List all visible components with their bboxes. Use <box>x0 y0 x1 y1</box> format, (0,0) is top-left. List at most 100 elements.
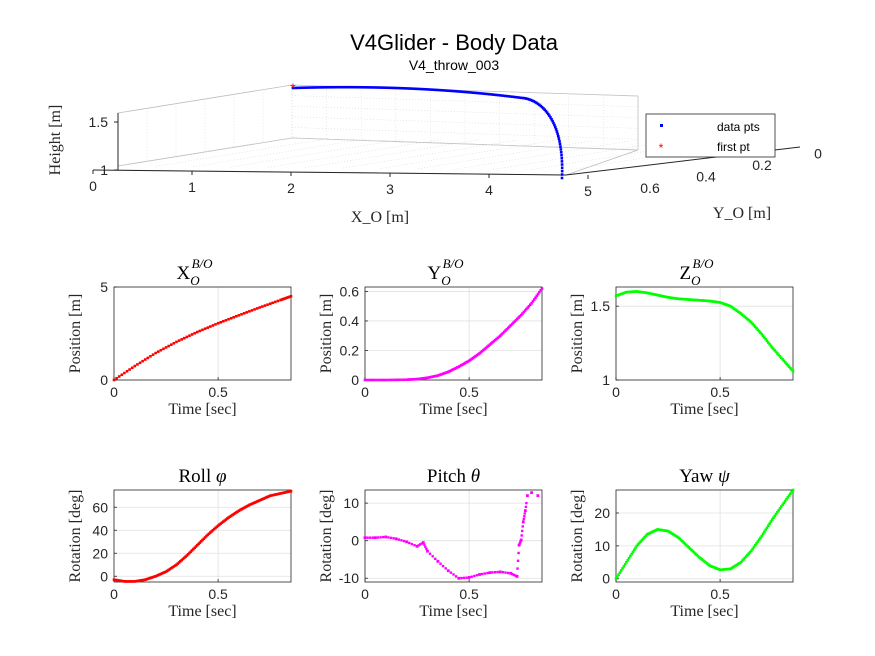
data-point <box>392 378 395 382</box>
y-tick-label: 0.2 <box>752 157 772 173</box>
grid-line <box>291 137 639 151</box>
data-point <box>664 295 667 299</box>
data-point <box>142 578 146 582</box>
data-point <box>779 356 783 360</box>
data-point <box>716 567 719 571</box>
data-point <box>458 90 461 93</box>
y-axis-label-3d: Y_O [m] <box>713 205 771 222</box>
data-point <box>159 572 163 576</box>
data-point <box>130 580 134 583</box>
data-point <box>471 91 475 94</box>
data-point <box>643 291 646 294</box>
data-point <box>400 378 403 382</box>
data-point <box>296 86 299 90</box>
data-point <box>274 300 277 304</box>
data-point <box>428 88 432 91</box>
data-point <box>138 361 142 365</box>
data-point <box>688 547 692 551</box>
data-point <box>454 575 458 578</box>
data-point <box>462 90 466 94</box>
data-point <box>556 132 559 136</box>
y-tick-label: 20 <box>594 505 610 521</box>
data-point <box>705 562 709 565</box>
data-point <box>673 296 676 300</box>
data-point <box>395 537 398 541</box>
y-axis-label: Rotation [deg] <box>569 490 586 583</box>
data-point <box>714 566 718 570</box>
data-point <box>268 494 272 498</box>
data-point <box>560 160 564 163</box>
data-point <box>255 307 259 310</box>
data-point <box>492 93 496 96</box>
data-point <box>499 94 502 97</box>
data-point <box>147 577 151 580</box>
data-point <box>559 151 563 154</box>
data-point <box>267 495 271 498</box>
data-point <box>205 534 208 538</box>
data-point <box>418 377 421 381</box>
data-point <box>625 290 628 294</box>
data-point <box>316 86 320 89</box>
data-point <box>341 85 345 89</box>
data-point <box>450 368 454 372</box>
data-point <box>211 324 215 327</box>
data-point <box>419 377 423 380</box>
data-point <box>392 537 395 540</box>
data-point <box>497 93 500 97</box>
data-point <box>682 297 685 301</box>
data-point <box>789 492 792 495</box>
data-point <box>774 512 778 516</box>
data-point <box>518 541 522 544</box>
data-point <box>742 558 745 561</box>
data-point <box>206 326 210 329</box>
data-point <box>405 540 408 544</box>
data-point <box>523 96 527 100</box>
figure-title: V4Glider - Body Data <box>350 30 559 55</box>
data-point <box>444 567 447 570</box>
data-point <box>415 377 419 381</box>
data-point <box>755 542 758 545</box>
y-axis-label: Position [m] <box>318 294 335 374</box>
data-point <box>687 546 691 549</box>
y-tick-label: 1.5 <box>591 298 611 314</box>
y-tick-label: 5 <box>100 279 108 295</box>
data-point <box>511 572 514 576</box>
data-point <box>690 298 693 302</box>
data-point <box>492 339 496 343</box>
data-point <box>491 571 494 574</box>
data-point <box>720 568 723 572</box>
data-point <box>457 365 461 369</box>
data-point <box>307 86 311 89</box>
data-point <box>222 319 225 323</box>
data-point <box>642 537 645 540</box>
data-point <box>172 565 176 568</box>
data-point <box>458 364 462 368</box>
data-point <box>729 304 732 308</box>
data-point <box>279 298 282 302</box>
data-point <box>526 306 529 309</box>
data-point <box>518 542 521 546</box>
axes-box <box>364 489 543 583</box>
z-axis-label-3d: Height [m] <box>47 105 64 176</box>
data-point <box>559 145 562 148</box>
data-point <box>401 86 404 90</box>
data-point <box>409 378 412 381</box>
data-point <box>158 573 161 576</box>
subplot-1: 0 0.5 0 5 Time [sec] Position [m] XOB/O <box>67 256 293 418</box>
data-point <box>669 531 672 535</box>
data-point <box>777 353 780 357</box>
axes-box <box>364 286 543 381</box>
axes-box <box>615 286 794 381</box>
data-point <box>164 570 168 573</box>
data-point <box>713 300 717 304</box>
data-point <box>634 290 637 293</box>
data-point <box>655 528 658 532</box>
data-point <box>203 536 207 539</box>
data-point <box>539 104 543 108</box>
x-tick-label: 0.5 <box>710 384 730 400</box>
data-point <box>449 369 453 372</box>
data-point <box>240 312 243 316</box>
data-point <box>180 338 183 341</box>
data-point <box>426 88 429 91</box>
